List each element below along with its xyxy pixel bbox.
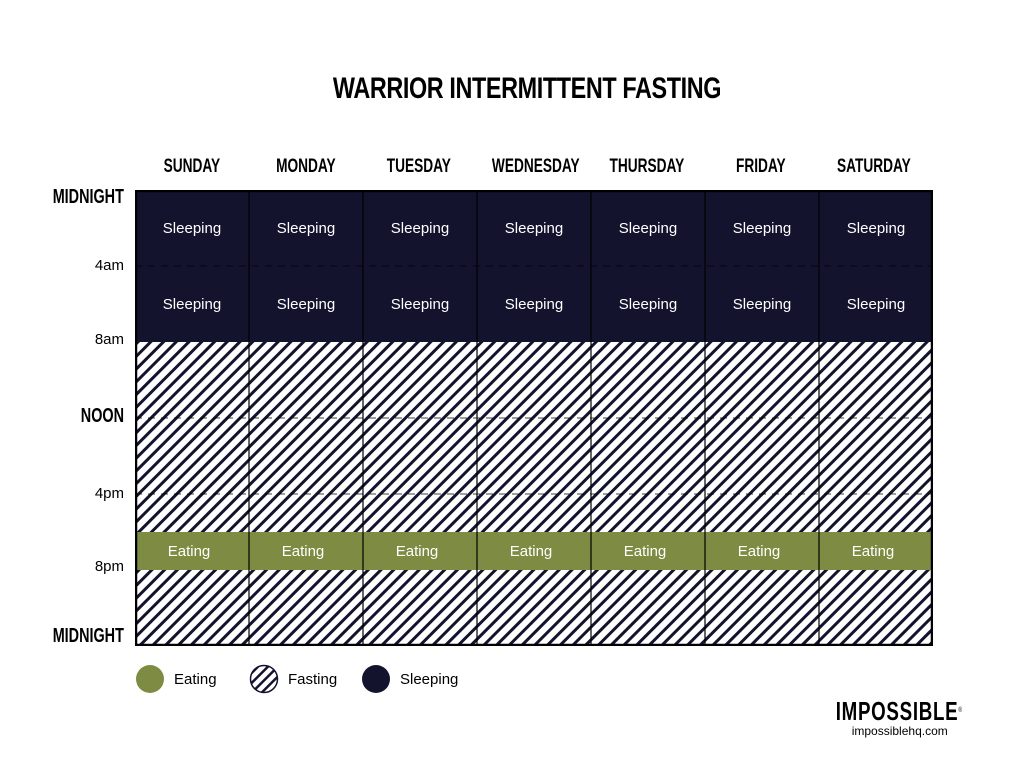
sleeping-label: Sleeping xyxy=(505,296,563,313)
sleeping-label: Sleeping xyxy=(733,220,791,237)
registered-mark-icon: ® xyxy=(958,707,964,714)
time-label-midnight-top: MIDNIGHT xyxy=(52,186,124,208)
sleeping-label: Sleeping xyxy=(391,296,449,313)
eating-block xyxy=(249,532,363,570)
time-label-8pm: 8pm xyxy=(94,558,124,575)
eating-block xyxy=(819,532,933,570)
day-header-saturday: SATURDAY xyxy=(837,156,911,177)
eating-block xyxy=(591,532,705,570)
sleeping-label: Sleeping xyxy=(277,220,335,237)
eating-block xyxy=(705,532,819,570)
day-header-monday: MONDAY xyxy=(275,156,336,177)
brand-logo-text: IMPOSSIBLE xyxy=(836,696,959,726)
legend-item-eating: Eating xyxy=(135,664,217,694)
sleeping-label: Sleeping xyxy=(163,296,221,313)
legend-sleeping-label: Sleeping xyxy=(400,670,459,688)
eating-label: Eating xyxy=(510,543,553,560)
sleeping-label: Sleeping xyxy=(733,296,791,313)
sleeping-label: Sleeping xyxy=(391,220,449,237)
sleeping-label: Sleeping xyxy=(163,220,221,237)
eating-block xyxy=(135,532,249,570)
day-header-friday: FRIDAY xyxy=(735,156,786,177)
day-header-wednesday: WEDNESDAY xyxy=(492,156,580,177)
time-label-noon: NOON xyxy=(80,405,124,427)
legend-item-sleeping: Sleeping xyxy=(361,664,458,694)
eating-label: Eating xyxy=(396,543,439,560)
sleeping-label: Sleeping xyxy=(619,296,677,313)
sleeping-block xyxy=(363,190,477,342)
brand-url: impossiblehq.com xyxy=(851,724,948,738)
sleeping-label: Sleeping xyxy=(847,220,905,237)
eating-label: Eating xyxy=(282,543,325,560)
eating-label: Eating xyxy=(624,543,667,560)
schedule-grid: Sleeping Sleeping Eating Sleeping Sleeping Ea… xyxy=(135,190,933,646)
eating-label: Eating xyxy=(738,543,781,560)
legend-eating-swatch xyxy=(136,665,164,693)
eating-label: Eating xyxy=(168,543,211,560)
brand-block: IMPOSSIBLE® impossiblehq.com xyxy=(811,698,988,738)
legend-sleeping-swatch xyxy=(362,665,390,693)
legend-item-fasting: Fasting xyxy=(249,664,337,694)
sleeping-label: Sleeping xyxy=(847,296,905,313)
day-header-tuesday: TUESDAY xyxy=(387,156,452,177)
eating-block xyxy=(363,532,477,570)
legend-fasting-label: Fasting xyxy=(288,670,338,688)
eating-label: Eating xyxy=(852,543,895,560)
legend-fasting-swatch xyxy=(249,664,279,694)
sleeping-label: Sleeping xyxy=(277,296,335,313)
grid-border xyxy=(135,190,933,646)
sleeping-block xyxy=(477,190,591,342)
time-label-midnight-bottom: MIDNIGHT xyxy=(52,625,124,647)
time-label-4am: 4am xyxy=(94,257,124,274)
chart-title: WARRIOR INTERMITTENT FASTING xyxy=(332,72,722,105)
time-label-8am: 8am xyxy=(94,331,124,348)
legend-eating-label: Eating xyxy=(174,670,217,688)
day-header-thursday: THURSDAY xyxy=(609,156,685,177)
sleeping-label: Sleeping xyxy=(619,220,677,237)
time-label-4pm: 4pm xyxy=(94,485,124,502)
eating-block xyxy=(477,532,591,570)
brand-logo: IMPOSSIBLE® xyxy=(836,698,963,724)
grid-lines xyxy=(135,190,933,646)
sleeping-label: Sleeping xyxy=(505,220,563,237)
day-header-sunday: SUNDAY xyxy=(163,156,221,177)
